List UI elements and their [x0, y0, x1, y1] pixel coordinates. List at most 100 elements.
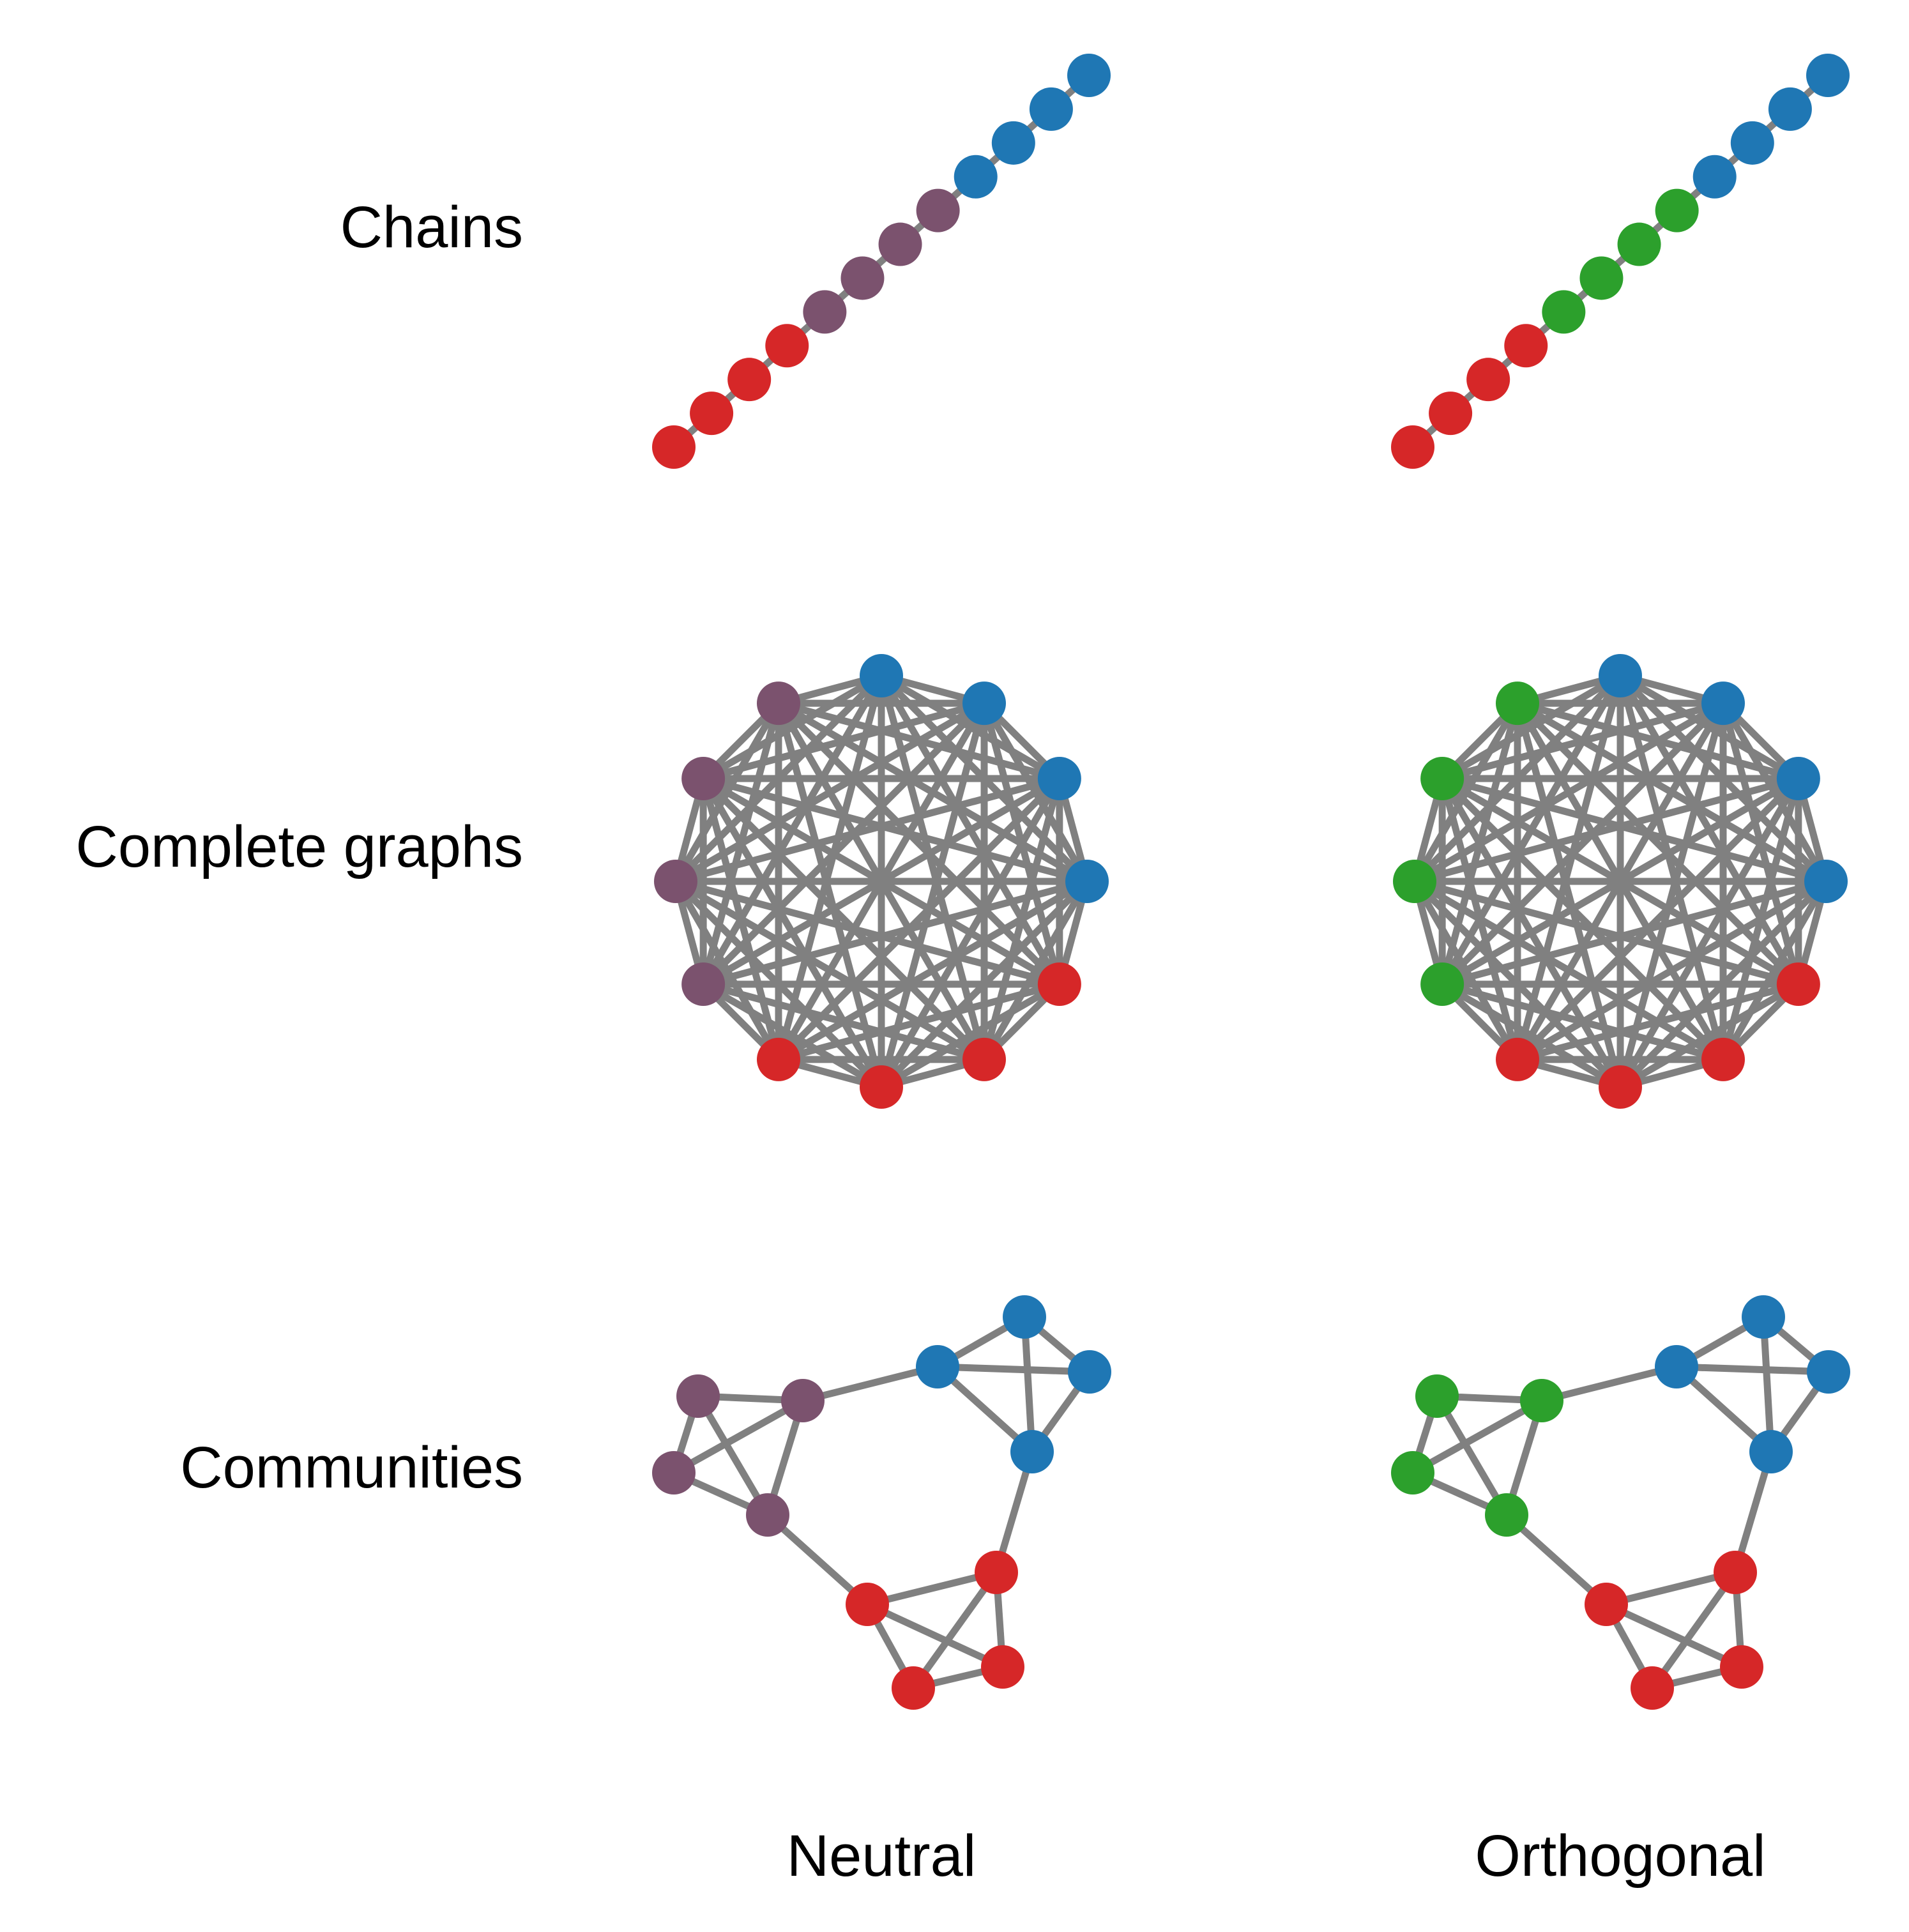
graph-edge	[694, 1392, 772, 1519]
graph-node-blue	[1003, 1295, 1046, 1339]
graph-node-purple	[654, 860, 697, 903]
graph-node-purple	[676, 1374, 720, 1418]
graph-edge	[672, 878, 988, 1063]
graph-node-red	[1496, 1037, 1539, 1081]
graph-node-blue	[1037, 757, 1081, 800]
graph-edge	[775, 699, 1091, 885]
graph-node-red	[1037, 962, 1081, 1006]
graph-edge	[1616, 980, 1802, 1091]
graph-edge	[672, 878, 1063, 988]
graph-edge	[1514, 699, 1624, 1091]
graph-edge	[934, 1363, 1093, 1376]
graph-edge	[878, 980, 1063, 1091]
graph-node-blue	[1768, 87, 1812, 131]
graph-node-purple	[681, 962, 726, 1006]
graph-edge	[1616, 699, 1727, 1091]
graph-node-blue	[1692, 155, 1737, 199]
graph-node-red	[846, 1583, 889, 1626]
graph-node-red	[765, 324, 809, 368]
graph-node-blue	[1804, 860, 1848, 903]
graph-edge	[672, 775, 1063, 885]
graph-edge	[1438, 775, 1830, 885]
graph-node-purple	[757, 681, 800, 726]
chain-graph-neutral	[652, 54, 1111, 469]
complete-graph-orthogonal	[1393, 654, 1848, 1109]
graph-node-red	[1776, 962, 1820, 1006]
graph-node-red	[1585, 1583, 1628, 1626]
graph-edge	[775, 672, 885, 1063]
column-label-orthogonal: Orthogonal	[1475, 1823, 1766, 1889]
graph-node-blue	[1068, 1350, 1111, 1394]
graph-edge	[699, 699, 988, 988]
graph-edge	[1438, 775, 1727, 1063]
graph-node-green	[1485, 1493, 1528, 1537]
graph-node-green	[1520, 1379, 1563, 1422]
graph-edge	[909, 1569, 1000, 1692]
graph-edge	[1438, 699, 1727, 988]
graph-node-red	[1466, 358, 1510, 402]
graph-node-purple	[746, 1493, 789, 1537]
graph-edge	[699, 878, 1091, 988]
graph-node-blue	[1742, 1295, 1785, 1339]
graph-node-green	[1496, 681, 1539, 726]
complete-graph-neutral	[654, 654, 1109, 1109]
graph-node-red	[962, 1037, 1006, 1081]
graph-edge	[1602, 1569, 1739, 1608]
graph-node-red	[975, 1551, 1018, 1594]
graph-edge	[1616, 672, 1727, 1063]
graph-node-blue	[1730, 121, 1774, 165]
row-label-chains: Chains	[340, 195, 523, 260]
graph-node-blue	[1067, 54, 1111, 97]
graph-node-blue	[1655, 1345, 1698, 1388]
graph-node-blue	[860, 654, 903, 697]
graph-node-red	[727, 358, 772, 402]
graph-edge	[775, 699, 1063, 988]
graph-edge	[1438, 878, 1830, 988]
graph-edge	[699, 980, 885, 1091]
column-label-neutral: Neutral	[786, 1823, 977, 1889]
graph-node-green	[1415, 1374, 1459, 1418]
graph-node-red	[757, 1037, 800, 1081]
graph-edge	[1514, 699, 1802, 988]
graph-node-red	[1714, 1551, 1757, 1594]
graph-node-purple	[652, 1451, 696, 1495]
graph-edge	[1411, 878, 1802, 988]
graph-node-green	[1542, 290, 1586, 334]
graph-node-red	[690, 392, 734, 436]
graph-edge	[1602, 1601, 1745, 1671]
graph-node-purple	[840, 256, 885, 300]
graph-edge	[672, 878, 782, 1063]
graph-edge	[1514, 699, 1830, 885]
graph-edge	[1409, 1397, 1546, 1477]
graph-node-blue	[1029, 87, 1073, 131]
graph-edge	[1514, 672, 1624, 1063]
graph-edge	[863, 1569, 1000, 1608]
graph-node-red	[1720, 1645, 1763, 1689]
graph-node-purple	[681, 757, 726, 800]
graph-node-blue	[1776, 757, 1820, 800]
graph-edge	[1438, 775, 1624, 1091]
row-label-complete-graphs: Complete graphs	[75, 814, 523, 879]
graph-node-purple	[878, 222, 922, 266]
chain-graph-orthogonal	[1391, 54, 1850, 469]
graph-edge	[1438, 775, 1802, 988]
graph-node-red	[1701, 1037, 1745, 1081]
graph-node-red	[1504, 324, 1548, 368]
graph-node-green	[1579, 256, 1624, 300]
graph-node-blue	[1065, 860, 1109, 903]
graph-edge	[764, 1511, 871, 1608]
graph-node-blue	[916, 1345, 959, 1388]
graph-edge	[699, 775, 1063, 988]
graph-edge	[799, 1363, 941, 1404]
graph-node-green	[1393, 860, 1436, 903]
graph-node-red	[1599, 1065, 1642, 1109]
graph-node-green	[1655, 188, 1699, 232]
graph-node-red	[981, 1645, 1024, 1689]
graph-edge	[878, 672, 988, 1063]
graph-edge	[1673, 1363, 1832, 1376]
graph-edge	[775, 775, 1063, 1063]
graph-edge	[699, 775, 988, 1063]
graph-node-blue	[1010, 1430, 1054, 1473]
graph-edge	[699, 980, 988, 1063]
